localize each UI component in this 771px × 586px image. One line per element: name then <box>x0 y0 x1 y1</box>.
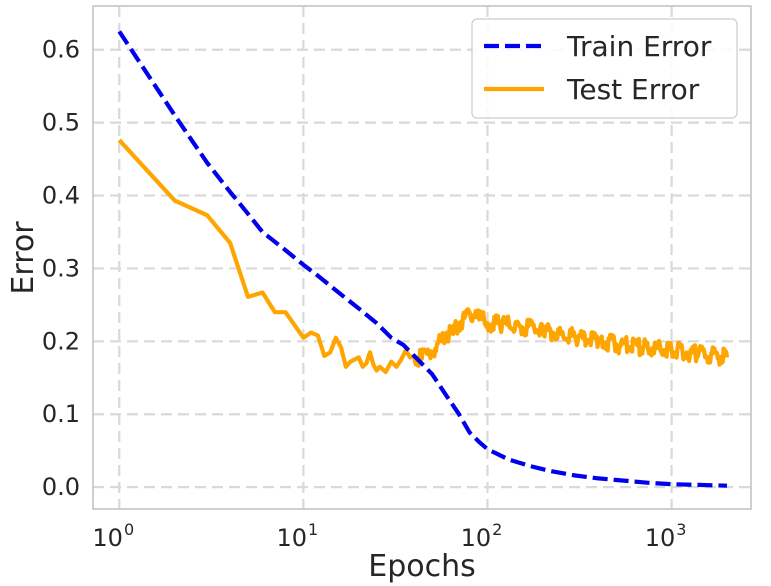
x-tick-label-1: 101 <box>277 520 319 552</box>
x-axis-label: Epochs <box>368 549 476 584</box>
plot-frame <box>92 5 752 510</box>
series-lines <box>117 30 730 488</box>
y-tick-label-5: 0.5 <box>42 109 80 137</box>
x-tick-exponent-0: 0 <box>124 520 134 539</box>
legend-label-0: Train Error <box>566 30 712 63</box>
y-tick-label-4: 0.4 <box>42 182 80 210</box>
legend-box <box>471 18 738 119</box>
x-tick-exponent-1: 1 <box>308 520 318 539</box>
grid-lines <box>93 6 751 509</box>
x-tick-exponent-2: 2 <box>492 520 502 539</box>
series-line-train-error <box>117 30 728 488</box>
x-tick-labels: 100 101 102 103 <box>92 520 686 552</box>
y-tick-label-1: 0.1 <box>42 400 80 428</box>
y-tick-label-3: 0.3 <box>42 254 80 282</box>
x-tick-label-2: 102 <box>461 520 503 552</box>
y-axis-label: Error <box>6 221 41 295</box>
series-line-test-error <box>117 138 730 375</box>
y-tick-label-6: 0.6 <box>42 36 80 64</box>
y-tick-label-2: 0.2 <box>42 327 80 355</box>
x-tick-label-3: 103 <box>645 520 687 552</box>
x-tick-label-0: 100 <box>92 520 134 552</box>
y-tick-labels: 0.0 0.1 0.2 0.3 0.4 0.5 0.6 <box>42 36 80 501</box>
x-tick-exponent-3: 3 <box>676 520 686 539</box>
legend: Train Error Test Error <box>471 18 738 119</box>
y-tick-label-0: 0.0 <box>42 473 80 501</box>
legend-label-1: Test Error <box>566 73 700 106</box>
